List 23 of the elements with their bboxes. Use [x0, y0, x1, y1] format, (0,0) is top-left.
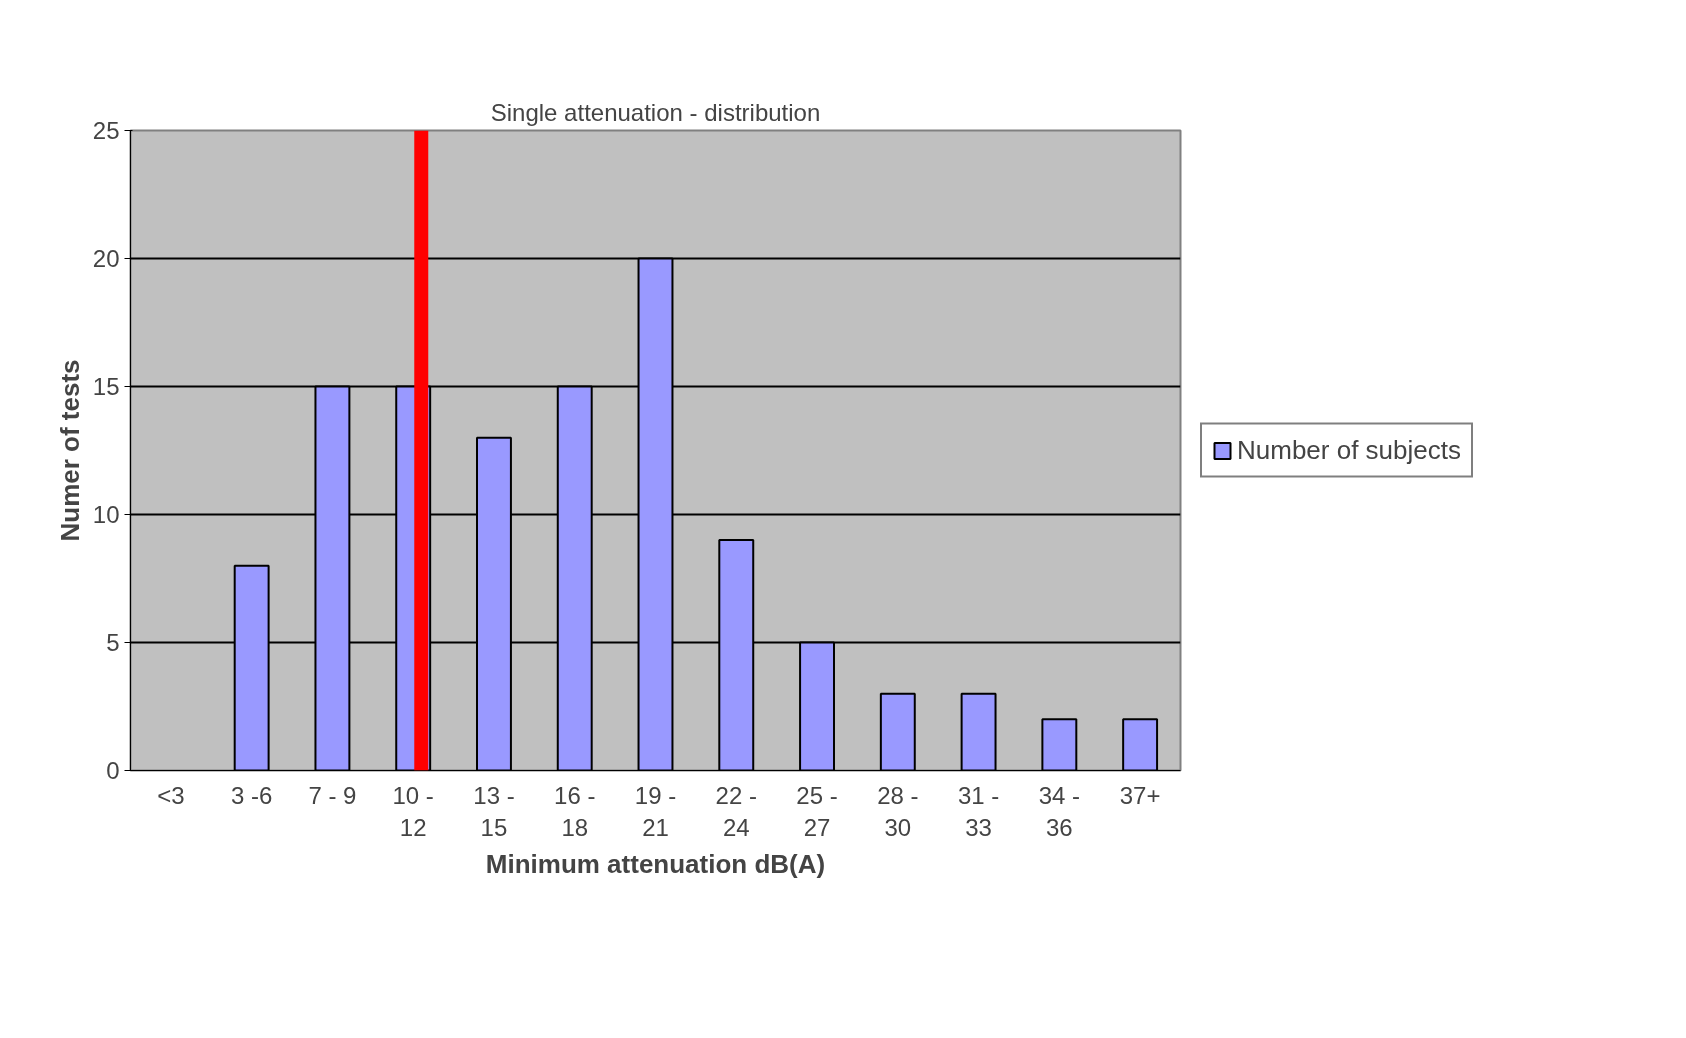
x-tick-label: 13 - 15 [473, 781, 515, 841]
y-axis-title: Numer of tests [54, 359, 85, 542]
x-tick-label: 34 - 36 [1038, 781, 1081, 841]
x-tick-label: 22 - 24 [715, 781, 757, 841]
x-tick-label: <3 [157, 781, 185, 809]
x-axis-title: Minimum attenuation dB(A) [485, 848, 826, 879]
x-tick-label: 28 - 30 [877, 781, 919, 841]
y-tick-label: 10 [92, 501, 120, 528]
y-tick-label: 0 [106, 757, 120, 784]
x-tick-label: 37+ [1119, 781, 1161, 809]
legend-label: Number of subjects [1237, 434, 1461, 466]
x-tick-label: 25 - 27 [796, 781, 838, 841]
x-tick-label: 3 -6 [230, 781, 273, 809]
y-tick-label: 5 [106, 629, 120, 656]
x-tick-label: 7 - 9 [308, 781, 357, 809]
y-tick-label: 15 [92, 373, 120, 400]
x-tick-label: 16 - 18 [554, 781, 596, 841]
y-tick-label: 25 [92, 117, 120, 144]
chart-title: Single attenuation - distribution [490, 98, 821, 126]
y-tick-label: 20 [92, 245, 120, 272]
x-tick-label: 19 - 21 [634, 781, 677, 841]
x-tick-label: 31 - 33 [957, 781, 1000, 841]
x-tick-label: 10 - 12 [392, 781, 434, 841]
